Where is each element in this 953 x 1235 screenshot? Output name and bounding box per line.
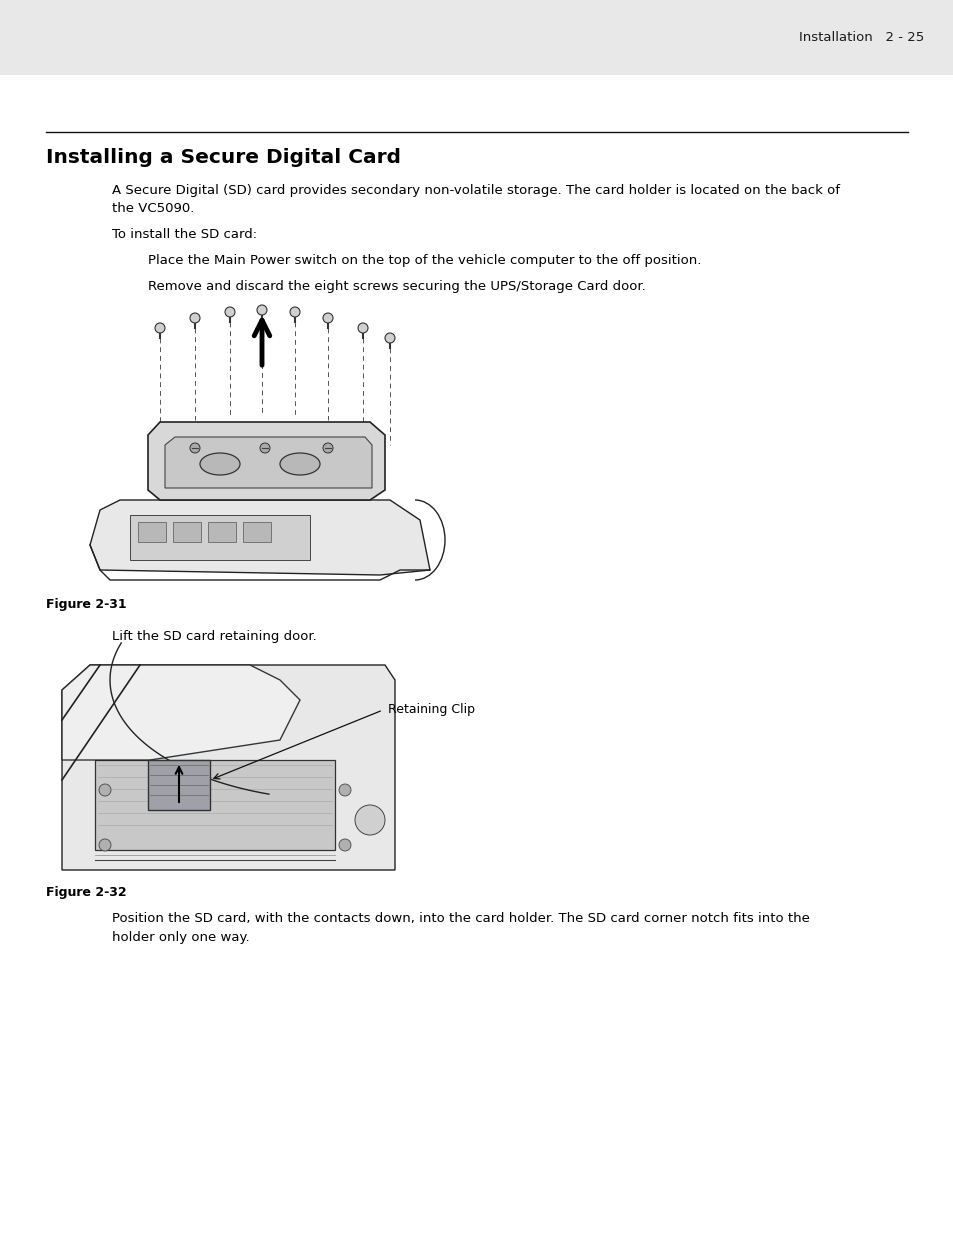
Bar	[138, 522, 166, 542]
Text: Lift the SD card retaining door.: Lift the SD card retaining door.	[112, 630, 316, 643]
Ellipse shape	[200, 453, 240, 475]
Circle shape	[385, 333, 395, 343]
Text: Retaining Clip: Retaining Clip	[388, 704, 475, 716]
Circle shape	[290, 308, 299, 317]
Text: Installing a Secure Digital Card: Installing a Secure Digital Card	[46, 148, 400, 167]
Text: Figure 2-32: Figure 2-32	[46, 885, 127, 899]
Bar	[172, 522, 201, 542]
Circle shape	[225, 308, 234, 317]
Circle shape	[357, 324, 368, 333]
Circle shape	[256, 305, 267, 315]
Text: A Secure Digital (SD) card provides secondary non-volatile storage. The card hol: A Secure Digital (SD) card provides seco…	[112, 184, 840, 215]
Bar	[0, 0, 953, 75]
Text: To install the SD card:: To install the SD card:	[112, 228, 257, 241]
Text: Position the SD card, with the contacts down, into the card holder. The SD card : Position the SD card, with the contacts …	[112, 911, 809, 944]
Bar	[130, 515, 310, 559]
Circle shape	[190, 312, 200, 324]
Text: Figure 2-31: Figure 2-31	[46, 598, 127, 611]
Bar	[95, 760, 335, 850]
Circle shape	[99, 839, 111, 851]
Circle shape	[99, 784, 111, 797]
Ellipse shape	[280, 453, 319, 475]
Circle shape	[260, 443, 270, 453]
Circle shape	[355, 805, 385, 835]
Circle shape	[338, 839, 351, 851]
Polygon shape	[148, 422, 385, 500]
Circle shape	[190, 443, 200, 453]
Circle shape	[323, 443, 333, 453]
Polygon shape	[148, 760, 210, 810]
Bar	[208, 522, 235, 542]
Text: Remove and discard the eight screws securing the UPS/Storage Card door.: Remove and discard the eight screws secu…	[148, 280, 645, 293]
Polygon shape	[62, 664, 299, 760]
Circle shape	[154, 324, 165, 333]
Polygon shape	[90, 500, 430, 576]
Circle shape	[338, 784, 351, 797]
Bar	[243, 522, 271, 542]
Text: Place the Main Power switch on the top of the vehicle computer to the off positi: Place the Main Power switch on the top o…	[148, 254, 700, 267]
Circle shape	[323, 312, 333, 324]
Text: Installation   2 - 25: Installation 2 - 25	[798, 31, 923, 44]
Polygon shape	[62, 664, 395, 869]
Polygon shape	[165, 437, 372, 488]
